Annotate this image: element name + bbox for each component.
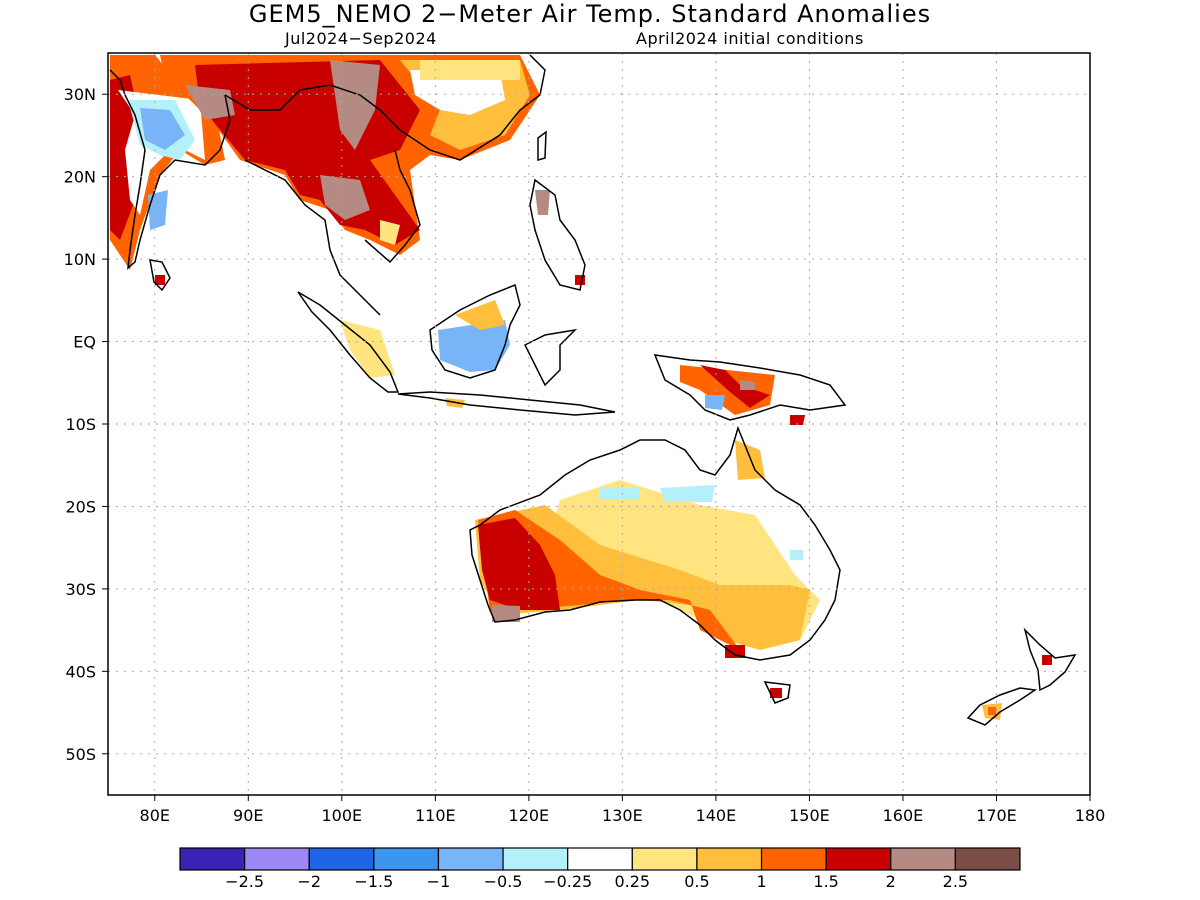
coast-borneo [429,283,521,379]
initial-conditions: April2024 initial conditions [636,29,864,48]
coast-australia [469,425,841,661]
coast-indochina [244,149,421,316]
colorbar-label: −2.5 [225,872,265,891]
anomaly-australia-hot [478,518,560,610]
lon-tick-label: 180 [1075,806,1106,825]
colorbar-swatch [954,847,1021,871]
forecast-period: Jul2024−Sep2024 [285,29,437,48]
lat-tick-label: 20N [64,168,96,187]
anomaly-tasmania [770,688,782,698]
colorbar-swatch [373,847,440,871]
lat-tick-label: 20S [65,497,96,516]
coast-philippines [529,178,586,291]
anomaly-australia-cool [600,488,640,500]
lon-tick-label: 100E [321,806,362,825]
coast-nz-north [1023,627,1077,692]
anomaly-borneo-cool [438,320,510,372]
colorbar-label: 0.5 [684,872,710,891]
colorbar-swatch [244,847,310,871]
colorbar-label: 0.25 [614,872,651,891]
coast-mainland [224,54,546,161]
colorbar-label: 1 [756,872,767,891]
anomaly-yunnan-extreme [330,60,380,150]
coast-india [109,69,231,270]
anomaly-fill-layer [110,55,1052,720]
anomaly-sumatra-warm [340,320,395,378]
colorbar-swatch [760,847,827,871]
map-axes: 30N 20N 10N EQ 10S 20S 30S 40S 50S 80E 90E 100E 110E… [64,85,1106,825]
lon-tick-label: 150E [789,806,830,825]
colorbar-swatch [825,847,892,871]
lat-tick-label: 30N [64,85,96,104]
colorbar-label: −1.5 [354,872,394,891]
lat-tick-label: 50S [65,745,96,764]
lon-tick-label: 110E [415,806,456,825]
coast-taiwan [537,130,547,161]
anomaly-victoria-hot [725,645,745,658]
colorbar-label: 2.5 [942,872,969,891]
anomaly-srilanka [155,275,165,285]
anomaly-india-cold [140,108,185,150]
coastlines [109,54,1077,726]
lon-tick-label: 160E [883,806,924,825]
coast-newguinea [653,354,847,421]
anomaly-thai-extreme [320,175,370,220]
lon-tick-label: 120E [509,806,550,825]
coast-sulawesi [523,328,578,387]
colorbar-label: −0.25 [543,872,593,891]
lat-tick-label: 30S [65,580,96,599]
lon-tick-label: 80E [140,806,170,825]
colorbar-label: 2 [885,872,896,891]
lon-tick-label: 140E [696,806,737,825]
map-frame [107,52,1091,796]
anomaly-china-neutral [410,70,505,115]
colorbar-swatch [437,847,504,871]
anomaly-nz-south-hot [988,707,996,715]
anomaly-mindanao [575,275,585,285]
anomaly-philippines [535,190,550,215]
anomaly-indochina-hot [195,60,420,245]
anomaly-australia-extreme [492,605,520,622]
coast-nz-south [966,687,1038,726]
colorbar-swatch [179,847,246,871]
anomaly-newbritain [790,415,805,425]
lon-tick-label: 90E [233,806,263,825]
anomaly-australia-cool3 [790,550,803,560]
colorbar-label: −1 [426,872,451,891]
lat-tick-label: EQ [73,333,96,352]
colorbar-label: −2 [297,872,322,891]
colorbar-swatch [567,847,633,871]
lat-tick-label: 40S [65,662,96,681]
colorbar-swatch [308,847,375,871]
lon-tick-label: 130E [602,806,643,825]
lat-tick-label: 10N [64,250,96,269]
coast-srilanka [149,259,171,292]
colorbar-swatch [631,847,698,871]
anomaly-india-south-cool [148,190,168,230]
colorbar-label: 1.5 [813,872,839,891]
coast-sumatra [297,291,400,393]
anomaly-australia-orange [478,510,740,650]
anomaly-nz-north [1042,655,1052,665]
coast-tasmania [763,681,791,704]
anomaly-australia-cool2 [660,485,715,502]
lon-tick-label: 170E [976,806,1017,825]
colorbar-label: −0.5 [483,872,523,891]
chart-title: GEM5_NEMO 2−Meter Air Temp. Standard Ano… [248,0,932,28]
colorbar-swatch [502,847,569,871]
colorbar [179,847,1021,871]
anomaly-china-lightwarm [420,60,520,80]
colorbar-swatch [696,847,763,871]
anomaly-vietnam-lightwarm [380,220,400,245]
coast-java [397,391,616,416]
anomaly-borneo-warm [455,300,505,330]
anomaly-newguinea-cool [705,395,725,410]
lat-tick-label: 10S [65,415,96,434]
anomaly-capeyork [735,440,765,480]
colorbar-swatch [890,847,956,871]
anomaly-newguinea-extreme [740,380,755,390]
anomaly-newguinea-hot [700,365,770,408]
